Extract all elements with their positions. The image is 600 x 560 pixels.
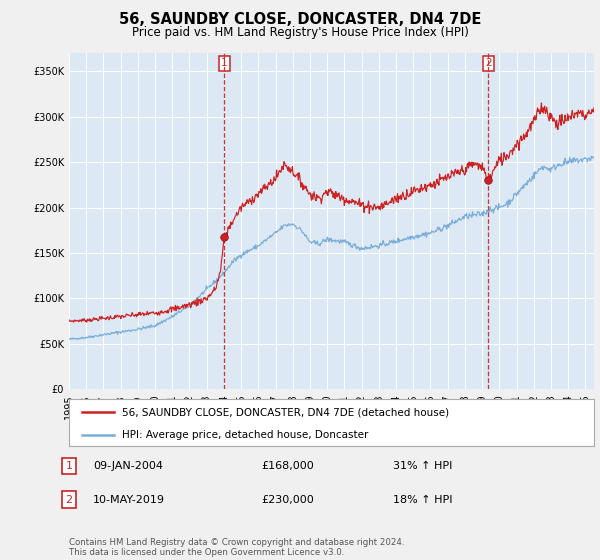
Text: 56, SAUNDBY CLOSE, DONCASTER, DN4 7DE (detached house): 56, SAUNDBY CLOSE, DONCASTER, DN4 7DE (d… bbox=[121, 407, 449, 417]
Text: 1: 1 bbox=[221, 58, 228, 68]
Text: £168,000: £168,000 bbox=[261, 461, 314, 471]
Text: Contains HM Land Registry data © Crown copyright and database right 2024.
This d: Contains HM Land Registry data © Crown c… bbox=[69, 538, 404, 557]
Point bbox=[220, 232, 229, 241]
Text: 2: 2 bbox=[65, 494, 73, 505]
Text: 56, SAUNDBY CLOSE, DONCASTER, DN4 7DE: 56, SAUNDBY CLOSE, DONCASTER, DN4 7DE bbox=[119, 12, 481, 27]
Text: 2: 2 bbox=[485, 58, 491, 68]
Text: 10-MAY-2019: 10-MAY-2019 bbox=[93, 494, 165, 505]
Point bbox=[484, 176, 493, 185]
Text: 18% ↑ HPI: 18% ↑ HPI bbox=[393, 494, 452, 505]
Text: 1: 1 bbox=[65, 461, 73, 471]
Text: HPI: Average price, detached house, Doncaster: HPI: Average price, detached house, Donc… bbox=[121, 430, 368, 440]
Text: £230,000: £230,000 bbox=[261, 494, 314, 505]
Text: 31% ↑ HPI: 31% ↑ HPI bbox=[393, 461, 452, 471]
Text: Price paid vs. HM Land Registry's House Price Index (HPI): Price paid vs. HM Land Registry's House … bbox=[131, 26, 469, 39]
Text: 09-JAN-2004: 09-JAN-2004 bbox=[93, 461, 163, 471]
